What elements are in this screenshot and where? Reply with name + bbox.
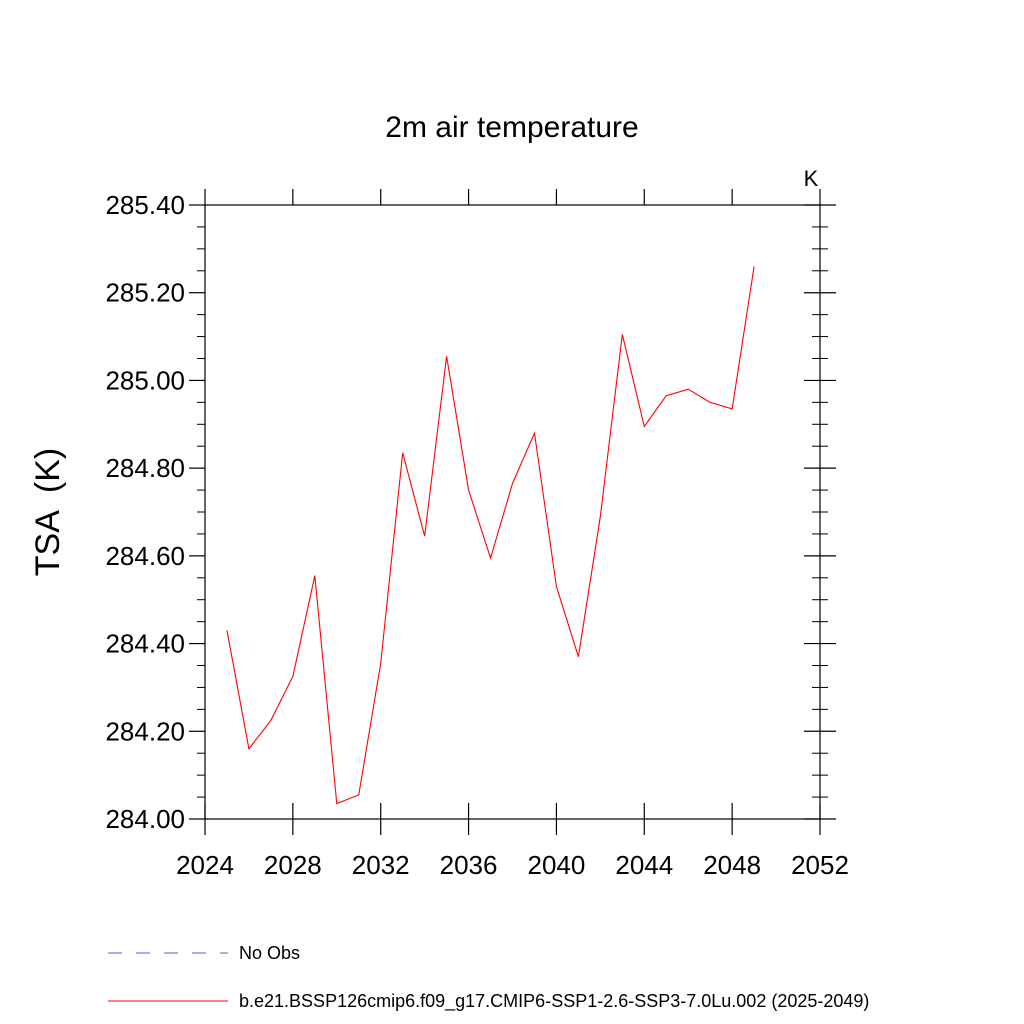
x-tick-label: 2028 (264, 850, 322, 880)
x-tick-label: 2024 (176, 850, 234, 880)
y-tick-label: 284.00 (105, 804, 185, 834)
series-line-0 (226, 266, 755, 805)
axis-ticks (189, 189, 836, 835)
series-layer (226, 266, 755, 805)
x-tick-label: 2032 (352, 850, 410, 880)
chart-title: 2m air temperature (385, 111, 638, 144)
y-axis-label: TSA (K) (29, 448, 67, 576)
units-label: K (804, 166, 819, 191)
y-tick-label: 284.20 (105, 716, 185, 746)
x-tick-label: 2040 (528, 850, 586, 880)
tick-labels: 2024 2028 2032 2036 2040 2044 2048 2052 284.00 28… (105, 190, 848, 880)
plot-frame (204, 204, 821, 820)
y-tick-label: 284.80 (105, 453, 185, 483)
x-tick-label: 2048 (703, 850, 761, 880)
y-tick-label: 284.60 (105, 541, 185, 571)
legend-label-model: b.e21.BSSP126cmip6.f09_g17.CMIP6-SSP1-2.… (239, 991, 869, 1012)
legend-label-no-obs: No Obs (239, 943, 300, 963)
y-tick-label: 285.20 (105, 278, 185, 308)
x-tick-label: 2052 (791, 850, 849, 880)
x-tick-label: 2044 (615, 850, 673, 880)
y-tick-label: 285.00 (105, 365, 185, 395)
x-tick-label: 2036 (440, 850, 498, 880)
y-tick-label: 285.40 (105, 190, 185, 220)
legend: No Obs b.e21.BSSP126cmip6.f09_g17.CMIP6-… (108, 943, 869, 1012)
y-tick-label: 284.40 (105, 629, 185, 659)
